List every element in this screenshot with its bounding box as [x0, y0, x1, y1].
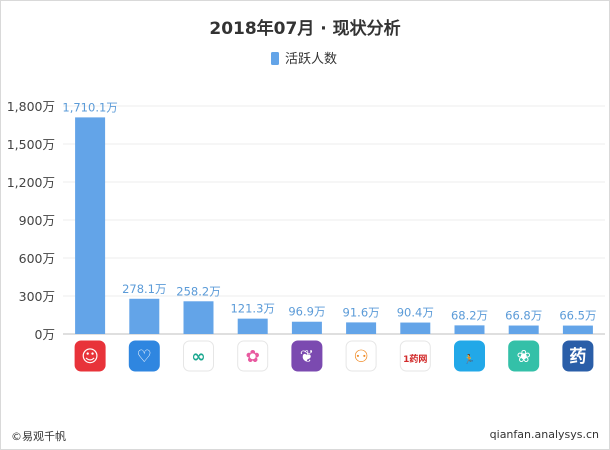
chart-title: 2018年07月 · 现状分析 [209, 18, 400, 39]
app-icon-green-ribbon-glyph: ❀ [517, 347, 531, 367]
app-icon-purple-leaf [291, 340, 323, 372]
y-tick-label: 1,200万 [7, 175, 55, 190]
bar-value-label: 278.1万 [122, 282, 166, 296]
app-icon-runner [454, 340, 485, 372]
bar-value-label: 258.2万 [176, 284, 220, 298]
bar-value-label: 96.9万 [288, 305, 325, 319]
bar-value-label: 68.2万 [451, 308, 488, 322]
app-icon-infinity [183, 340, 214, 372]
app-icon-red-chat [74, 340, 106, 372]
bar-value-label: 66.5万 [559, 309, 596, 323]
bar-value-label: 66.8万 [505, 309, 542, 323]
app-icon-1haowang [399, 340, 431, 372]
bar-value-label: 1,710.1万 [62, 100, 117, 114]
y-tick-label: 300万 [19, 289, 55, 304]
bar-value-label: 91.6万 [343, 305, 380, 319]
app-icon-runner-glyph: 🏃 [464, 353, 475, 365]
app-icon-blue-heart [128, 340, 160, 372]
bar [237, 318, 268, 334]
app-icon-medicine [562, 340, 594, 372]
bar [129, 298, 160, 334]
footer-copyright: ©易观千帆 [11, 430, 66, 443]
app-icon-flower-glyph: ✿ [246, 347, 260, 367]
app-icon-people [345, 340, 377, 372]
y-tick-label: 600万 [19, 251, 55, 266]
app-icon-people-glyph: ⚇ [353, 347, 368, 367]
y-tick-label: 1,500万 [7, 137, 55, 152]
bar [508, 325, 539, 334]
bar [562, 325, 593, 334]
app-icon-infinity-glyph: ∞ [191, 347, 205, 367]
bar-value-label: 121.3万 [230, 302, 274, 316]
bar [346, 322, 377, 334]
app-icon-flower [237, 340, 269, 372]
legend-label: 活跃人数 [285, 52, 337, 67]
bar [454, 325, 485, 334]
bar [75, 117, 106, 335]
y-tick-label: 0万 [35, 327, 55, 342]
app-icon-medicine-glyph: 药 [569, 346, 586, 367]
app-icon-green-ribbon [508, 340, 540, 372]
app-icon-1haowang-glyph: 1药网 [403, 353, 427, 365]
footer-url: qianfan.analysys.cn [489, 428, 599, 441]
y-tick-label: 1,800万 [7, 99, 55, 114]
y-tick-label: 900万 [19, 213, 55, 228]
bar [291, 321, 322, 334]
bar [183, 301, 214, 334]
app-icon-purple-leaf-glyph: ❦ [300, 347, 314, 367]
app-icon-blue-heart-glyph: ♡ [137, 347, 152, 367]
legend-swatch [271, 52, 279, 65]
bar-value-label: 90.4万 [397, 306, 434, 320]
app-icon-red-chat-glyph: ☺ [81, 347, 99, 367]
bar [400, 322, 431, 334]
